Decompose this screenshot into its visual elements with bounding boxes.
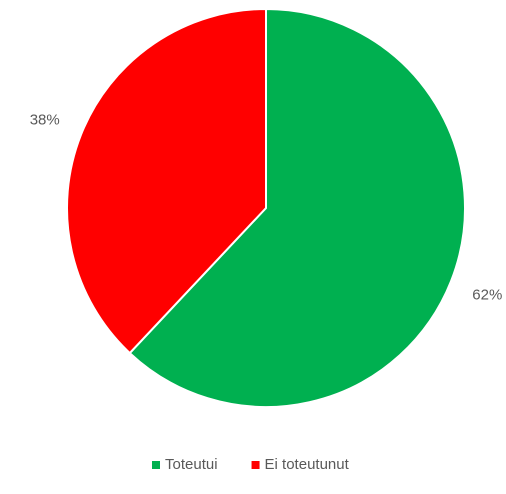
legend-swatch bbox=[152, 461, 160, 469]
pie-slice bbox=[66, 7, 267, 355]
data-label: 38% bbox=[30, 111, 60, 128]
legend-label: Toteutui bbox=[165, 456, 218, 473]
pie-slice bbox=[128, 7, 466, 408]
legend-label: Ei toteutunut bbox=[265, 456, 350, 473]
legend-swatch bbox=[251, 461, 260, 469]
data-label: 62% bbox=[472, 287, 502, 304]
